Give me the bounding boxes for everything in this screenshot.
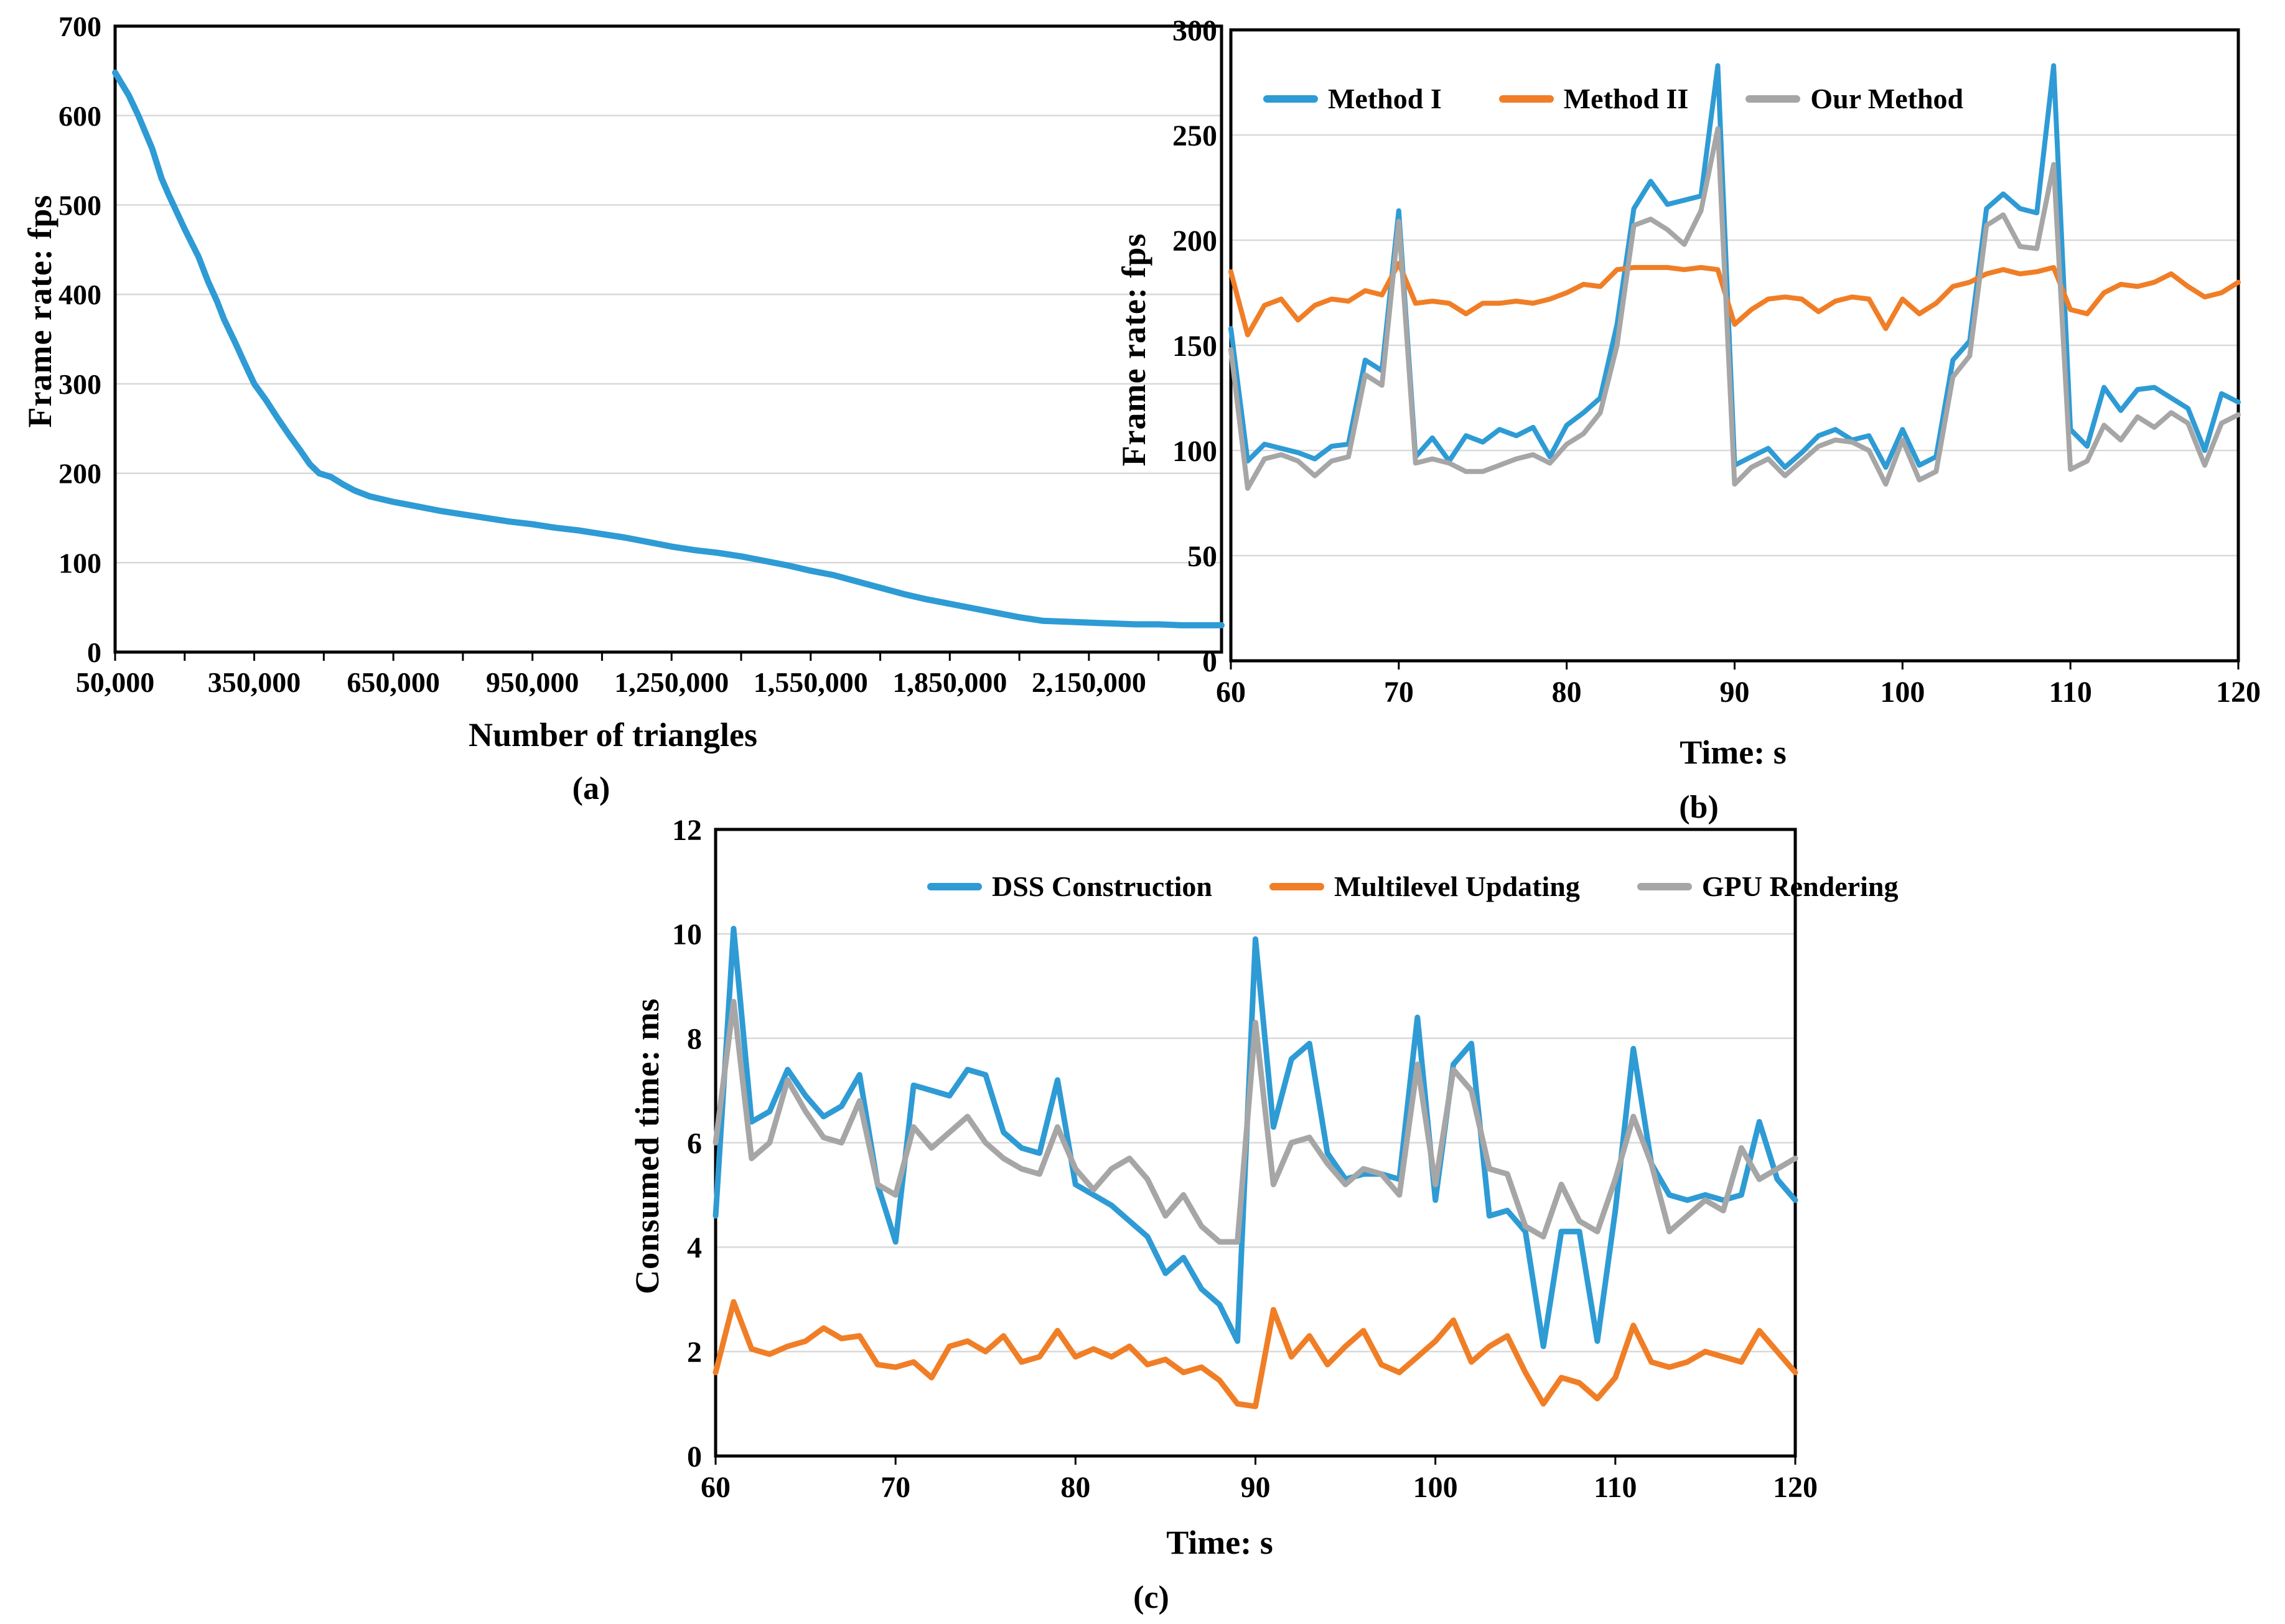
our-method-line-swatch-icon bbox=[1745, 95, 1801, 103]
y-tick-label: 200 bbox=[1172, 225, 1217, 258]
y-tick-label: 2 bbox=[687, 1336, 702, 1369]
x-tick-label: 110 bbox=[2049, 676, 2091, 709]
y-tick-label: 0 bbox=[87, 637, 101, 668]
multilevel-updating-line-swatch-icon bbox=[1269, 882, 1325, 890]
legend-label-method-1: Method I bbox=[1328, 83, 1442, 114]
y-tick-label: 50 bbox=[1187, 540, 1217, 573]
chart-a-series-frame-rate bbox=[112, 69, 1225, 628]
chart-c-series-dss-construction bbox=[713, 925, 1798, 1350]
y-tick-label: 600 bbox=[58, 100, 101, 132]
x-tick-label: 2,150,000 bbox=[1032, 666, 1146, 698]
y-tick-label: 100 bbox=[58, 547, 101, 579]
chart-c-ylabel: Consumed time: ms bbox=[628, 998, 666, 1294]
chart-c-legend: DSS Construction Multilevel Updating GPU… bbox=[927, 870, 1955, 903]
y-tick-label: 4 bbox=[687, 1231, 702, 1264]
x-tick-label: 80 bbox=[1552, 676, 1582, 709]
x-tick-label: 50,000 bbox=[76, 666, 155, 698]
chart-c-xlabel: Time: s bbox=[1166, 1524, 1273, 1561]
x-tick-label: 70 bbox=[1384, 676, 1414, 709]
y-tick-label: 700 bbox=[58, 11, 101, 42]
legend-item-gpu-rendering: GPU Rendering bbox=[1637, 870, 1899, 903]
x-tick-label: 1,550,000 bbox=[754, 666, 868, 698]
y-tick-label: 500 bbox=[58, 190, 101, 222]
legend-label-dss-construction: DSS Construction bbox=[992, 870, 1213, 902]
chart-c-series-multilevel-updating bbox=[713, 1299, 1798, 1409]
x-tick-label: 60 bbox=[701, 1471, 731, 1504]
y-tick-label: 150 bbox=[1172, 330, 1217, 363]
y-tick-label: 100 bbox=[1172, 435, 1217, 468]
x-tick-label: 110 bbox=[1594, 1471, 1637, 1504]
legend-label-multilevel-updating: Multilevel Updating bbox=[1334, 870, 1580, 902]
chart-b-xlabel: Time: s bbox=[1680, 734, 1787, 771]
chart-b-plot: 60 70 80 90 100 110 120 0 50 100 150 200 250 300 bbox=[1172, 14, 2261, 709]
y-tick-label: 10 bbox=[672, 918, 702, 951]
x-tick-label: 120 bbox=[1773, 1471, 1818, 1504]
legend-label-our-method: Our Method bbox=[1810, 83, 1964, 114]
chart-a-xlabel: Number of triangles bbox=[469, 716, 757, 754]
chart-a-caption: (a) bbox=[572, 771, 610, 806]
plot-border bbox=[113, 24, 1223, 654]
y-tick-label: 12 bbox=[672, 814, 702, 847]
x-tick-label: 1,850,000 bbox=[892, 666, 1007, 698]
chart-c-plot: 60 70 80 90 100 110 120 0 2 4 6 8 10 12 bbox=[672, 814, 1818, 1504]
chart-b-series-method-i bbox=[1228, 63, 2241, 470]
y-tick-label: 300 bbox=[58, 368, 101, 400]
y-tick-label: 200 bbox=[58, 458, 101, 490]
chart-b-series-our-method bbox=[1228, 126, 2241, 491]
x-tick-label: 70 bbox=[881, 1471, 910, 1504]
x-tick-label: 80 bbox=[1060, 1471, 1090, 1504]
x-tick-label: 650,000 bbox=[347, 666, 440, 698]
legend-item-dss-construction: DSS Construction bbox=[927, 870, 1212, 903]
y-tick-label: 6 bbox=[687, 1127, 702, 1160]
legend-label-gpu-rendering: GPU Rendering bbox=[1701, 870, 1899, 902]
x-tick-label: 100 bbox=[1880, 676, 1925, 709]
chart-a-ylabel: Frame rate: fps bbox=[21, 194, 58, 428]
chart-c-series-gpu-rendering bbox=[713, 999, 1798, 1245]
legend-item-multilevel-updating: Multilevel Updating bbox=[1269, 870, 1580, 903]
chart-b-series-method-ii bbox=[1228, 261, 2241, 338]
x-tick-label: 100 bbox=[1413, 1471, 1458, 1504]
legend-item-our-method: Our Method bbox=[1745, 82, 1963, 115]
y-tick-label: 8 bbox=[687, 1022, 702, 1055]
legend-item-method-2: Method II bbox=[1498, 82, 1689, 115]
method-1-line-swatch-icon bbox=[1263, 95, 1318, 103]
x-tick-label: 120 bbox=[2216, 676, 2261, 709]
y-tick-label: 400 bbox=[58, 279, 101, 310]
dss-construction-line-swatch-icon bbox=[927, 882, 982, 890]
legend-label-method-2: Method II bbox=[1563, 83, 1689, 114]
x-tick-label: 60 bbox=[1216, 676, 1246, 709]
x-tick-label: 350,000 bbox=[208, 666, 301, 698]
gpu-rendering-line-swatch-icon bbox=[1637, 882, 1692, 890]
x-tick-label: 90 bbox=[1720, 676, 1750, 709]
x-tick-label: 90 bbox=[1241, 1471, 1271, 1504]
chart-a-plot: 50,000 350,000 650,000 950,000 1,250,000 1,55… bbox=[58, 11, 1225, 698]
method-2-line-swatch-icon bbox=[1498, 95, 1554, 103]
legend-item-method-1: Method I bbox=[1263, 82, 1442, 115]
y-tick-label: 300 bbox=[1172, 14, 1217, 47]
x-tick-label: 1,250,000 bbox=[614, 666, 729, 698]
chart-b-legend: Method I Method II Our Method bbox=[1263, 82, 2021, 115]
chart-b-ylabel: Frame rate: fps bbox=[1115, 233, 1152, 467]
y-tick-label: 0 bbox=[687, 1440, 702, 1473]
y-tick-label: 250 bbox=[1172, 119, 1217, 152]
y-tick-label: 0 bbox=[1202, 645, 1217, 678]
chart-b-caption: (b) bbox=[1679, 790, 1719, 825]
chart-c-caption: (c) bbox=[1133, 1580, 1169, 1615]
x-tick-label: 950,000 bbox=[486, 666, 579, 698]
